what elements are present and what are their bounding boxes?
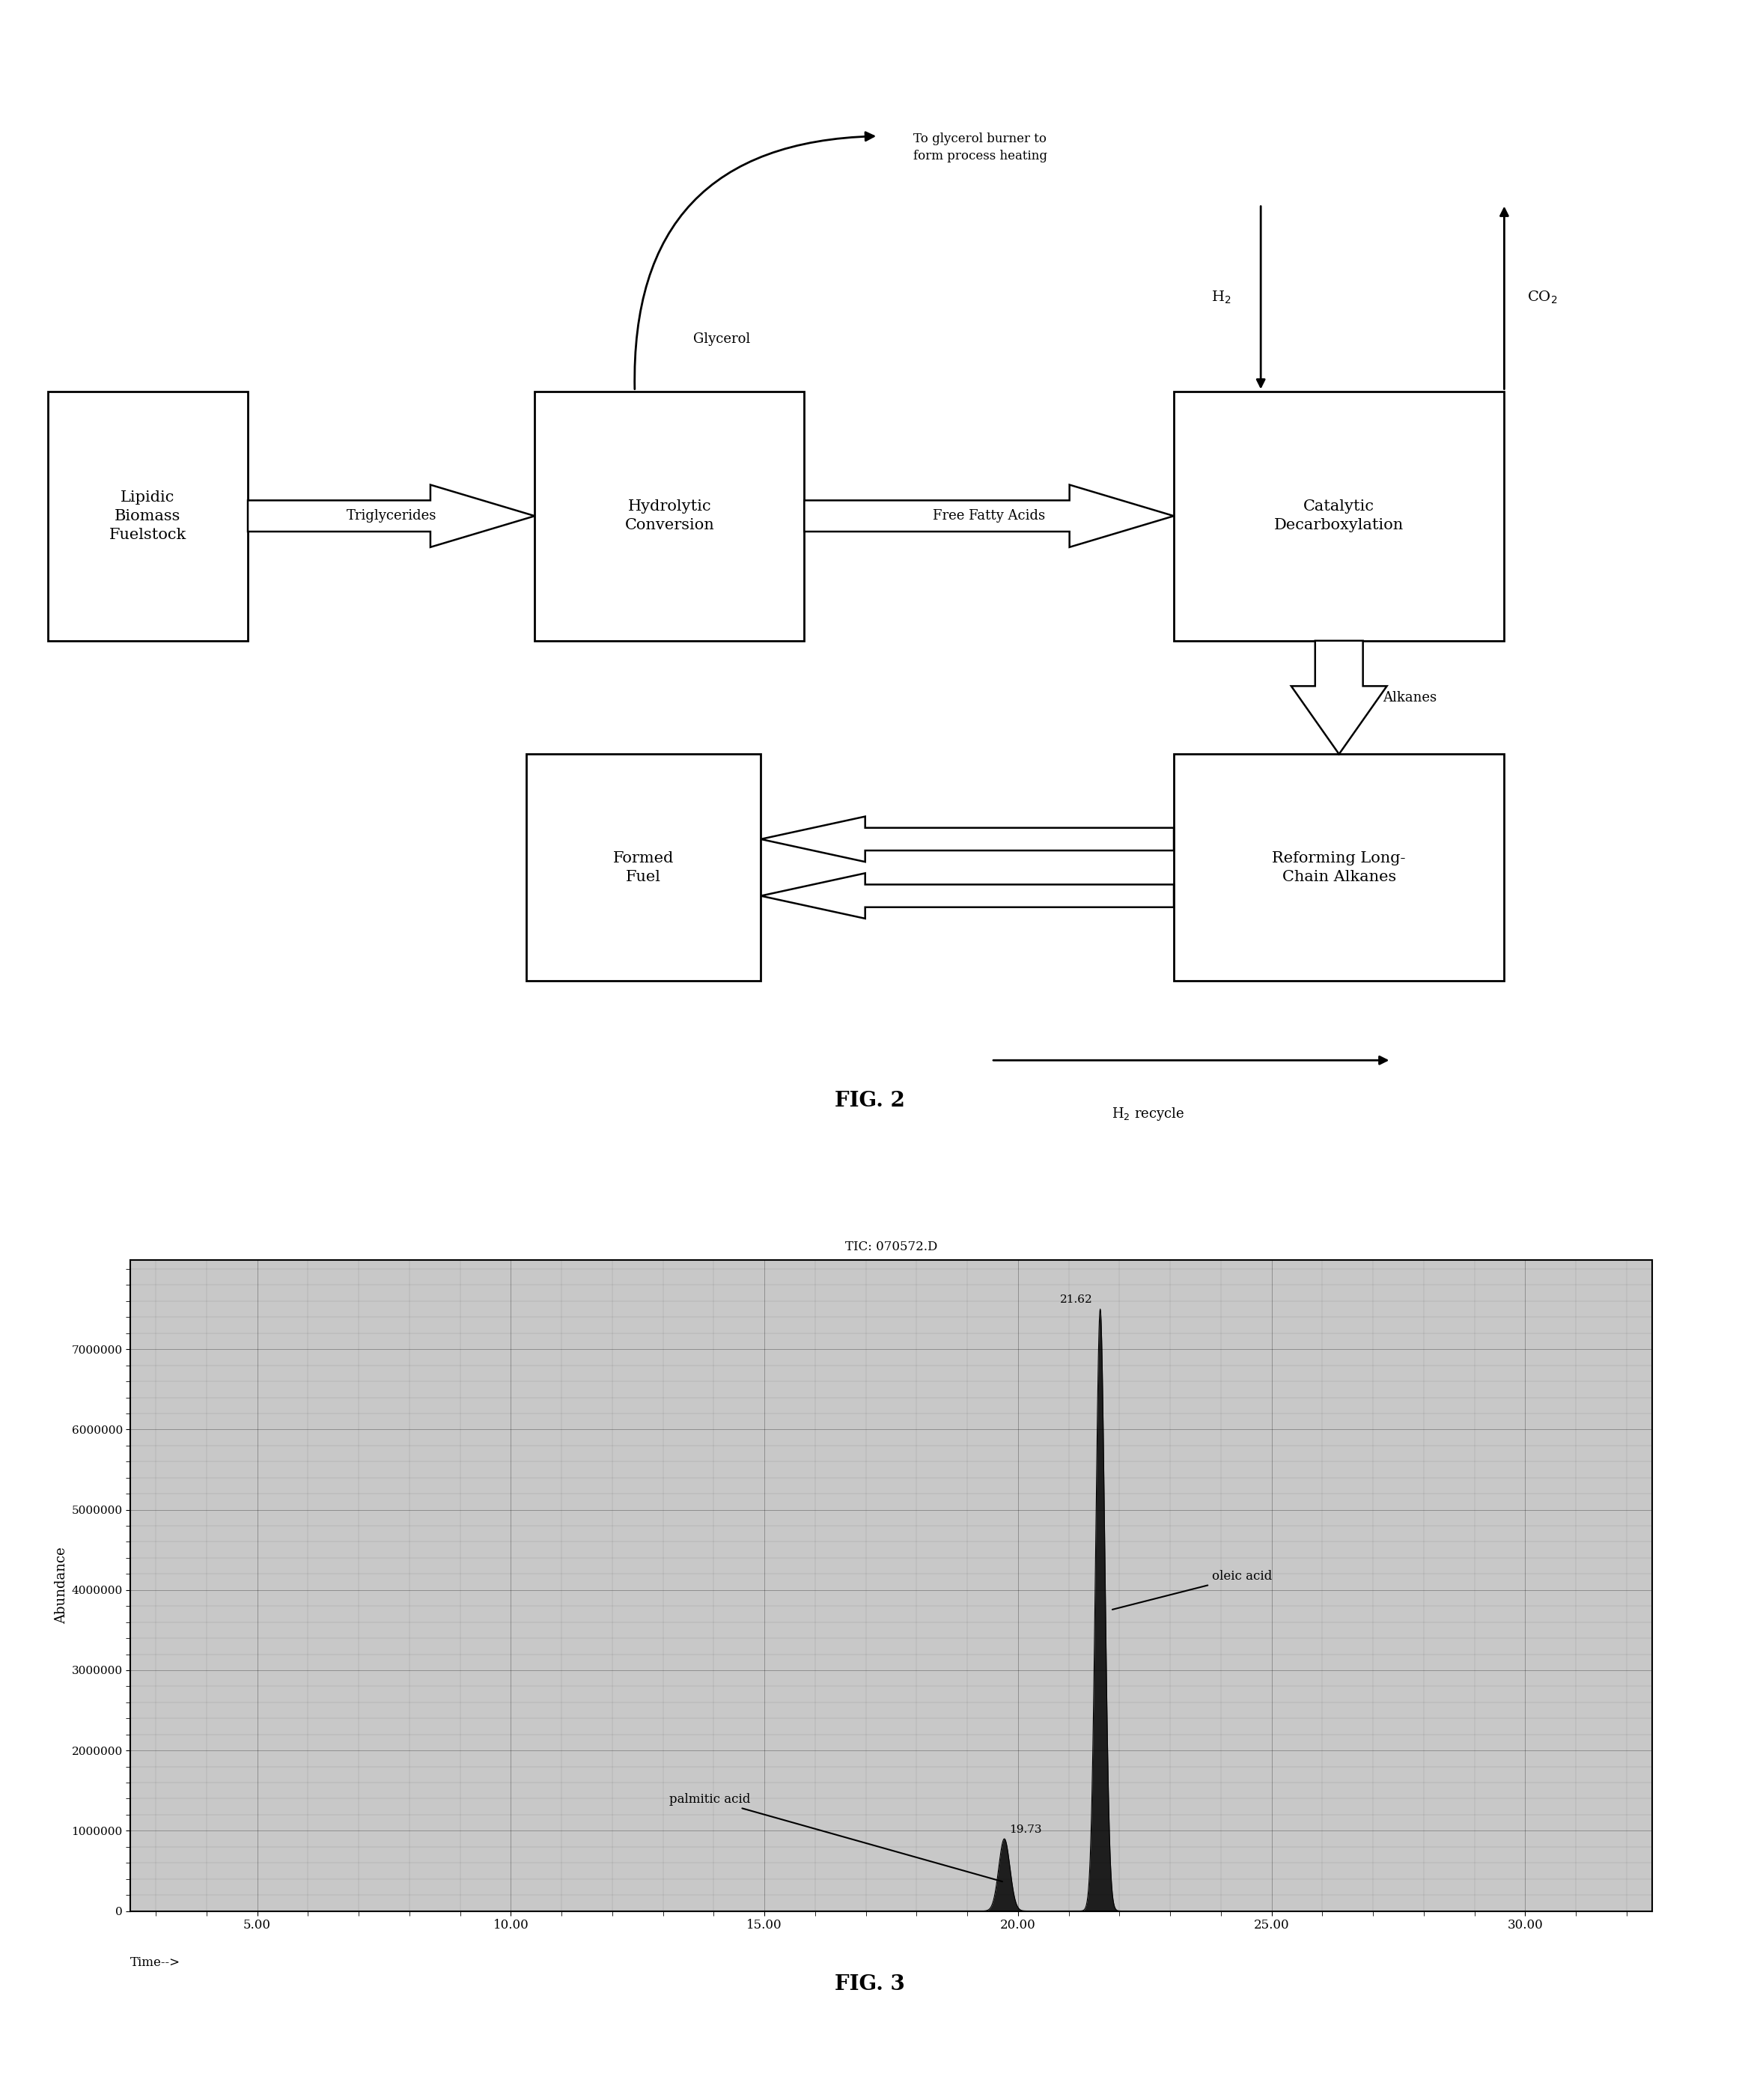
Text: H$_2$ recycle: H$_2$ recycle [1111,1105,1184,1121]
Text: FIG. 3: FIG. 3 [835,1974,904,1995]
Text: palmitic acid: palmitic acid [670,1793,1002,1882]
Text: H$_2$: H$_2$ [1212,290,1231,307]
Text: Free Fatty Acids: Free Fatty Acids [932,508,1045,523]
Y-axis label: Abundance: Abundance [56,1548,68,1623]
Text: Formed
Fuel: Formed Fuel [612,851,675,884]
Bar [1174,754,1504,981]
Polygon shape [249,485,536,548]
Bar [49,391,249,640]
Polygon shape [1290,640,1388,754]
Polygon shape [762,874,1174,918]
Polygon shape [762,817,1174,861]
Text: CO$_2$: CO$_2$ [1527,290,1556,307]
Text: Hydrolytic
Conversion: Hydrolytic Conversion [624,500,715,533]
Polygon shape [803,485,1174,548]
Text: Alkanes: Alkanes [1383,691,1436,704]
Text: Lipidic
Biomass
Fuelstock: Lipidic Biomass Fuelstock [110,489,186,542]
Text: Catalytic
Decarboxylation: Catalytic Decarboxylation [1275,500,1403,533]
Bar [536,391,803,640]
Text: FIG. 2: FIG. 2 [835,1092,904,1111]
FancyArrowPatch shape [635,132,873,388]
Text: Reforming Long-
Chain Alkanes: Reforming Long- Chain Alkanes [1273,851,1405,884]
Text: TIC: 070572.D: TIC: 070572.D [845,1241,937,1254]
Bar [525,754,762,981]
Text: oleic acid: oleic acid [1113,1571,1271,1609]
Text: To glycerol burner to
form process heating: To glycerol burner to form process heati… [913,132,1047,162]
Text: 21.62: 21.62 [1059,1294,1092,1304]
Bar [1174,391,1504,640]
Text: 19.73: 19.73 [1009,1825,1042,1835]
Text: Glycerol: Glycerol [694,332,750,346]
Text: Triglycerides: Triglycerides [346,508,436,523]
Text: Time-->: Time--> [130,1957,181,1970]
